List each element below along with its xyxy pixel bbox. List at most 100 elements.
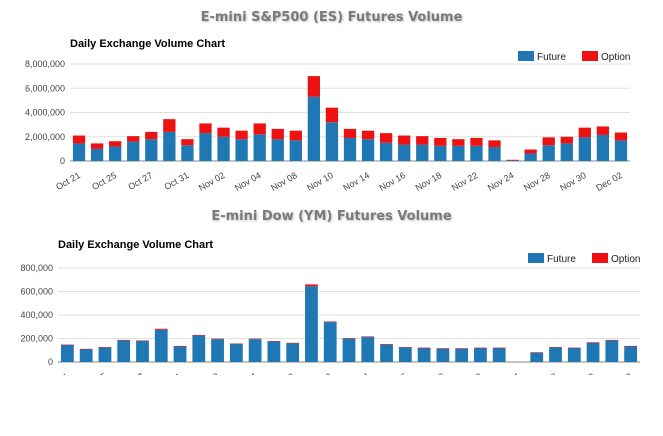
ym-xtick-label: Nov 16	[379, 371, 409, 375]
ym-bar-option	[211, 338, 224, 340]
es-bar-future	[217, 136, 230, 161]
es-legend-label-option: Option	[601, 52, 630, 63]
es-bar-future	[560, 143, 573, 161]
es-xtick-label: Nov 24	[486, 170, 516, 193]
ym-bar-option	[492, 347, 506, 349]
es-bar-future	[199, 133, 212, 161]
es-xtick-label: Nov 16	[377, 170, 407, 193]
es-bar-future	[416, 144, 429, 161]
es-volume-chart: Daily Exchange Volume Chart Future Option 0…	[25, 38, 631, 193]
ym-bar-future	[192, 335, 206, 362]
es-bar-future	[398, 144, 411, 161]
es-bar-option	[72, 135, 86, 144]
ym-bar-option	[192, 334, 206, 336]
es-bar-option	[253, 123, 266, 135]
ym-bar-option	[286, 342, 300, 344]
es-bar-future	[506, 160, 519, 161]
es-bar-future	[452, 145, 465, 161]
ym-bar-future	[136, 340, 149, 362]
es-bar-option	[199, 123, 212, 134]
es-ytick-label: 8,000,000	[25, 59, 65, 69]
ym-bar-option	[229, 343, 243, 345]
ym-bar-future	[605, 340, 619, 362]
es-bar-option	[181, 139, 194, 146]
ym-bar-future	[305, 286, 318, 362]
ym-xtick-label: Nov 02	[191, 371, 221, 375]
es-bar-future	[542, 145, 555, 161]
es-bar-option	[90, 143, 104, 149]
ym-xtick-label: Nov 24	[491, 371, 521, 375]
es-bar-option	[560, 136, 573, 144]
ym-volume-chart: Daily Exchange Volume Chart Future Option 0…	[20, 239, 640, 375]
ym-ytick-label: 800,000	[20, 263, 53, 273]
es-bar-option	[127, 136, 140, 142]
ym-bar-option	[567, 347, 581, 349]
es-bar-option	[398, 135, 411, 145]
es-bar-option	[289, 130, 302, 141]
es-bar-future	[524, 153, 537, 161]
es-bar-future	[289, 140, 302, 161]
ym-bar-option	[79, 348, 93, 350]
ym-bar-option	[398, 347, 412, 348]
ym-bar-option	[417, 347, 431, 349]
es-bar-option	[145, 131, 158, 140]
ym-bar-future	[417, 347, 431, 362]
ym-bar-future	[286, 343, 300, 362]
ym-bar-future	[154, 329, 168, 362]
ym-xtick-label: Oct 25	[80, 371, 108, 375]
es-bar-future	[470, 145, 483, 161]
ym-ytick-label: 0	[48, 357, 53, 367]
es-legend-label-future: Future	[537, 52, 566, 63]
es-xtick-label: Oct 27	[126, 170, 154, 192]
es-bar-future	[325, 122, 339, 161]
ym-bar-future	[455, 348, 469, 362]
es-bar-option	[217, 127, 230, 137]
es-bar-future	[72, 143, 86, 161]
es-chart-title: Daily Exchange Volume Chart	[70, 38, 225, 50]
es-xtick-label: Nov 30	[558, 170, 588, 193]
es-bar-future	[127, 141, 140, 161]
es-xtick-label: Nov 04	[233, 170, 263, 193]
es-bar-future	[578, 137, 591, 161]
es-ytick-label: 6,000,000	[25, 83, 65, 93]
ym-bar-future	[492, 347, 506, 362]
es-bar-option	[343, 128, 357, 138]
es-bar-option	[452, 139, 465, 146]
ym-bar-option	[361, 336, 375, 337]
es-bar-option	[524, 149, 537, 154]
ym-xtick-label: Nov 08	[266, 371, 296, 375]
es-bar-option	[596, 126, 610, 135]
es-xtick-label: Nov 28	[522, 170, 552, 193]
es-bar-option	[614, 132, 628, 141]
es-xtick-label: Nov 02	[197, 170, 227, 193]
ym-xtick-label: Nov 18	[416, 371, 446, 375]
ym-bar-option	[380, 344, 393, 345]
es-bar-future	[379, 142, 393, 161]
ym-bar-future	[323, 322, 337, 362]
es-bar-option	[235, 130, 248, 140]
es-bar-option	[416, 136, 429, 145]
ym-xtick-label: Nov 04	[228, 371, 258, 375]
ym-xtick-label: Oct 31	[155, 371, 183, 375]
ym-bar-future	[624, 346, 637, 362]
es-bar-future	[181, 145, 194, 161]
es-xtick-label: Oct 25	[90, 170, 118, 192]
es-xtick-label: Nov 14	[341, 170, 371, 193]
ym-bar-option	[136, 340, 149, 341]
es-xtick-label: Nov 22	[450, 170, 480, 193]
es-bar-option	[325, 107, 339, 123]
ym-bar-option	[605, 339, 619, 341]
ym-ytick-label: 400,000	[20, 310, 53, 320]
es-bar-option	[488, 140, 501, 148]
ym-bar-future	[342, 338, 356, 362]
ym-bar-future	[79, 349, 93, 362]
es-xtick-label: Oct 31	[162, 170, 190, 192]
es-bar-option	[271, 128, 284, 140]
ym-legend-label-future: Future	[547, 254, 576, 265]
ym-legend: Future Option	[528, 253, 640, 265]
ym-bar-future	[267, 341, 281, 362]
ym-bar-option	[624, 345, 637, 347]
ym-xtick-label: Oct 21	[42, 371, 70, 375]
es-bar-future	[488, 147, 501, 161]
ym-bar-option	[173, 345, 187, 347]
